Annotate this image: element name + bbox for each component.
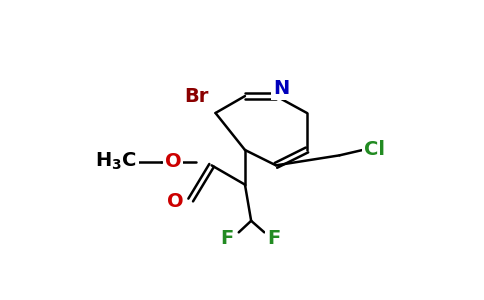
Text: N: N: [273, 79, 289, 98]
Text: Cl: Cl: [364, 140, 385, 160]
Text: F: F: [221, 229, 234, 248]
Text: O: O: [167, 192, 183, 211]
Text: O: O: [165, 152, 181, 171]
Text: $\mathregular{H_3C}$: $\mathregular{H_3C}$: [95, 151, 137, 172]
Text: F: F: [267, 229, 280, 248]
Text: Br: Br: [184, 87, 208, 106]
